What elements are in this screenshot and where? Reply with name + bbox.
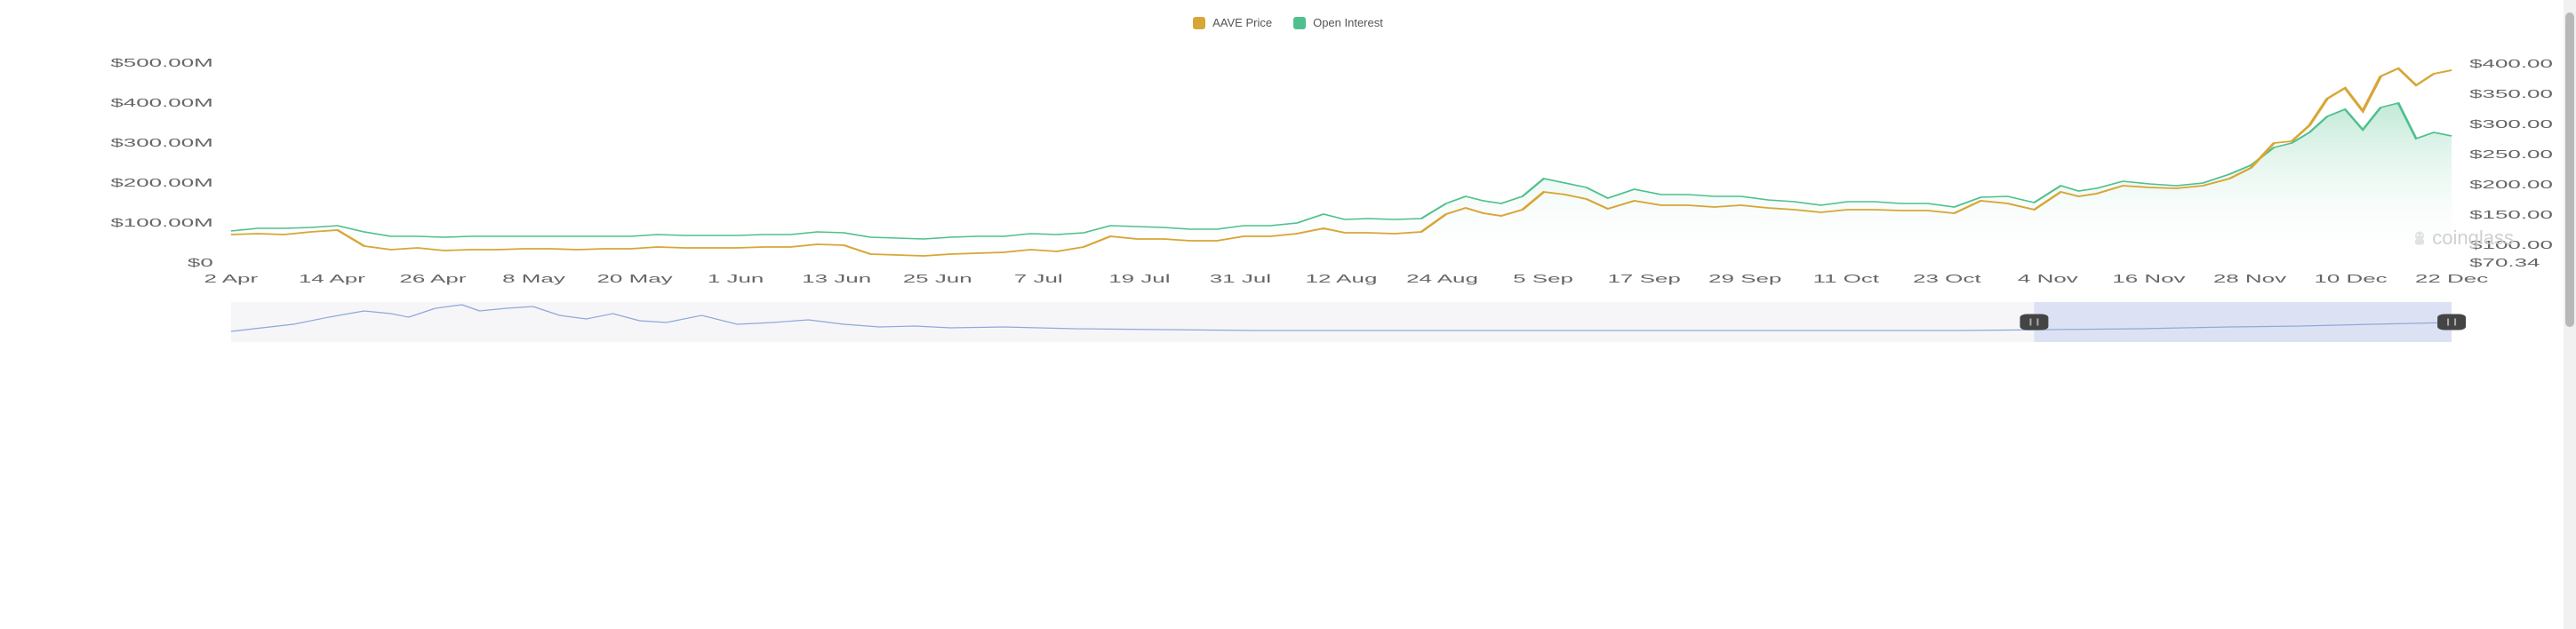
main-chart-svg[interactable]: $0 $100.00M $200.00M $300.00M $400.00M $500.0…: [9, 36, 2567, 294]
y-right-label: $100.00: [2469, 239, 2553, 252]
x-label: 17 Sep: [1607, 273, 1680, 286]
x-label: 19 Jul: [1108, 273, 1170, 286]
y-right-label: $70.34: [2469, 257, 2540, 270]
scrub-handle-right[interactable]: [2437, 314, 2466, 330]
legend-swatch-price: [1193, 17, 1205, 29]
legend-label-price: AAVE Price: [1212, 16, 1272, 29]
legend: AAVE Price Open Interest: [9, 9, 2567, 36]
x-label: 1 Jun: [708, 273, 764, 286]
x-label: 23 Oct: [1913, 273, 1981, 286]
scrub-selection[interactable]: [2034, 302, 2452, 342]
page-scroll-thumb[interactable]: [2565, 12, 2574, 327]
x-label: 13 Jun: [802, 273, 871, 286]
x-label: 10 Dec: [2314, 273, 2387, 286]
x-label: 5 Sep: [1513, 273, 1573, 286]
x-label: 25 Jun: [903, 273, 972, 286]
legend-item-oi[interactable]: Open Interest: [1293, 16, 1383, 29]
y-right-label: $400.00: [2469, 58, 2553, 71]
y-right-label: $250.00: [2469, 148, 2553, 162]
y-left-label: $300.00M: [110, 137, 213, 150]
legend-item-price[interactable]: AAVE Price: [1193, 16, 1272, 29]
x-label: 16 Nov: [2112, 273, 2186, 286]
x-label: 26 Apr: [399, 273, 466, 286]
scrub-handle-left[interactable]: [2020, 314, 2048, 330]
y-right-label: $300.00: [2469, 118, 2553, 131]
x-label: 14 Apr: [299, 273, 365, 286]
x-label: 22 Dec: [2415, 273, 2488, 286]
x-label: 28 Nov: [2213, 273, 2287, 286]
legend-label-oi: Open Interest: [1313, 16, 1383, 29]
x-label: 12 Aug: [1306, 273, 1378, 286]
range-scrubber[interactable]: [9, 298, 2567, 346]
x-label: 11 Oct: [1812, 273, 1879, 286]
legend-swatch-oi: [1293, 17, 1306, 29]
y-left-label: $400.00M: [110, 97, 213, 110]
x-label: 24 Aug: [1406, 273, 1478, 286]
scrubber-svg[interactable]: [9, 298, 2567, 346]
y-left-label: $100.00M: [110, 217, 213, 230]
x-label: 31 Jul: [1210, 273, 1271, 286]
y-right-label: $350.00: [2469, 88, 2553, 101]
x-label: 8 May: [502, 273, 566, 286]
y-left-label: $500.00M: [110, 57, 213, 70]
main-chart[interactable]: $0 $100.00M $200.00M $300.00M $400.00M $500.0…: [9, 36, 2567, 294]
x-label: 7 Jul: [1014, 273, 1063, 286]
y-left-label: $0: [188, 257, 213, 270]
y-right-label: $200.00: [2469, 179, 2553, 192]
x-label: 20 May: [596, 273, 673, 286]
y-left-label: $200.00M: [110, 177, 213, 190]
page-scrollbar[interactable]: [2564, 0, 2576, 629]
chart-container: AAVE Price Open Interest $0 $100.00M $200.…: [9, 9, 2567, 346]
x-label: 4 Nov: [2018, 273, 2079, 286]
x-label: 29 Sep: [1708, 273, 1781, 286]
y-right-label: $150.00: [2469, 209, 2553, 222]
x-label: 2 Apr: [204, 273, 259, 286]
